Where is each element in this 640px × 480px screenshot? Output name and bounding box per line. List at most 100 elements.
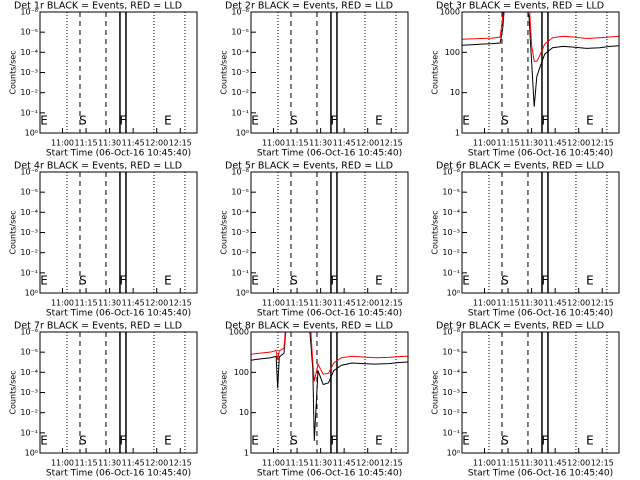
y-tick-label: 1000 (229, 328, 249, 337)
panel: Det 7r BLACK = Events, RED = LLD Counts/s… (9, 321, 198, 479)
x-tick-label: 12:00 (145, 459, 168, 468)
y-tick-label: 10⁻¹ (231, 268, 249, 277)
x-tick-label: 11:00 (262, 299, 285, 308)
y-tick-label: 10⁻³ (231, 228, 249, 237)
x-tick-label: 12:00 (145, 139, 168, 148)
y-tick-label: 10⁻³ (20, 228, 38, 237)
y-tick-label: 10⁻¹ (231, 108, 249, 117)
series-line (462, 12, 619, 107)
annotation: E (164, 114, 172, 128)
y-axis-label: Counts/sec (431, 370, 440, 414)
y-axis-label: Counts/sec (220, 370, 229, 414)
y-tick-label: 10⁻⁵ (20, 28, 38, 37)
y-tick-label: 10⁻¹ (20, 108, 38, 117)
x-tick-label: 11:30 (98, 139, 121, 148)
y-tick-label: 10⁻⁶ (442, 328, 460, 337)
annotation: E (375, 114, 383, 128)
plot-frame (461, 331, 620, 454)
plot-frame (250, 331, 409, 454)
x-tick-label: 11:15 (497, 139, 520, 148)
y-tick-label: 10⁻⁵ (231, 28, 249, 37)
panel-title: Det 7r BLACK = Events, RED = LLD (14, 321, 182, 332)
annotation: F (331, 114, 338, 128)
y-axis-label: Counts/sec (431, 210, 440, 254)
annotation: S (290, 274, 298, 288)
annotation: F (120, 434, 127, 448)
x-tick-label: 12:00 (145, 299, 168, 308)
x-tick-label: 12:00 (356, 139, 379, 148)
x-tick-label: 11:30 (309, 459, 332, 468)
x-tick-label: 11:15 (497, 299, 520, 308)
panel: Det 2r BLACK = Events, RED = LLD Counts/s… (220, 1, 409, 159)
panel-title: Det 3r BLACK = Events, RED = LLD (436, 1, 604, 12)
y-tick-label: 10⁻⁶ (20, 168, 38, 177)
x-tick-label: 11:45 (333, 459, 356, 468)
annotation: F (542, 114, 549, 128)
y-tick-label: 10⁻⁶ (442, 168, 460, 177)
y-tick-label: 10⁻⁵ (442, 188, 460, 197)
x-tick-label: 11:15 (286, 139, 309, 148)
series-line (251, 332, 408, 441)
panel-title: Det 4r BLACK = Events, RED = LLD (14, 161, 182, 172)
x-tick-label: 11:15 (286, 459, 309, 468)
x-tick-label: 12:15 (169, 459, 192, 468)
x-tick-label: 11:45 (544, 139, 567, 148)
annotation: E (586, 114, 594, 128)
y-tick-label: 10⁻¹ (20, 268, 38, 277)
x-tick-label: 11:45 (333, 299, 356, 308)
y-tick-label: 10⁻² (231, 248, 249, 257)
y-tick-label: 10⁻² (20, 248, 38, 257)
x-tick-label: 11:45 (122, 299, 145, 308)
annotation: E (375, 274, 383, 288)
annotation: E (462, 434, 470, 448)
panel-title: Det 9r BLACK = Events, RED = LLD (436, 321, 604, 332)
annotation: S (501, 114, 509, 128)
y-tick-label: 10⁰ (447, 449, 460, 458)
x-axis-label: Start Time (06-Oct-16 10:45:40) (257, 309, 402, 319)
annotation: S (501, 274, 509, 288)
x-tick-label: 11:30 (520, 139, 543, 148)
annotation: E (40, 434, 48, 448)
annotation: E (586, 274, 594, 288)
x-tick-label: 11:00 (51, 459, 74, 468)
x-tick-label: 11:45 (333, 139, 356, 148)
plot-frame (39, 331, 198, 454)
x-tick-label: 11:30 (98, 299, 121, 308)
plot-frame (250, 171, 409, 294)
series-line (462, 12, 619, 62)
y-axis-label: Counts/sec (220, 50, 229, 94)
x-tick-label: 12:00 (356, 299, 379, 308)
x-tick-label: 12:15 (591, 459, 614, 468)
x-tick-label: 11:00 (262, 139, 285, 148)
x-axis-label: Start Time (06-Oct-16 10:45:40) (46, 309, 191, 319)
x-axis-label: Start Time (06-Oct-16 10:45:40) (468, 309, 613, 319)
annotation: F (120, 114, 127, 128)
y-tick-label: 10⁻⁴ (231, 48, 249, 57)
x-tick-label: 11:00 (262, 459, 285, 468)
y-tick-label: 1000 (440, 8, 460, 17)
y-tick-label: 10⁻³ (20, 388, 38, 397)
y-tick-label: 10⁻⁵ (231, 188, 249, 197)
x-tick-label: 12:15 (591, 299, 614, 308)
panel: Det 9r BLACK = Events, RED = LLD Counts/s… (431, 321, 620, 479)
x-tick-label: 12:15 (380, 139, 403, 148)
x-tick-label: 12:15 (380, 299, 403, 308)
panel-title: Det 2r BLACK = Events, RED = LLD (225, 1, 393, 12)
x-axis-label: Start Time (06-Oct-16 10:45:40) (468, 469, 613, 479)
y-tick-label: 10⁻⁴ (20, 368, 38, 377)
annotation: E (586, 434, 594, 448)
x-tick-label: 11:15 (75, 459, 98, 468)
annotation: E (40, 114, 48, 128)
annotation: S (79, 114, 87, 128)
x-tick-label: 11:45 (122, 139, 145, 148)
annotation: E (164, 434, 172, 448)
y-tick-label: 10⁻⁶ (20, 8, 38, 17)
x-axis-label: Start Time (06-Oct-16 10:45:40) (468, 149, 613, 159)
x-axis-label: Start Time (06-Oct-16 10:45:40) (46, 149, 191, 159)
x-tick-label: 11:00 (51, 139, 74, 148)
y-tick-label: 10⁻¹ (442, 428, 460, 437)
x-axis-label: Start Time (06-Oct-16 10:45:40) (257, 149, 402, 159)
plot-frame (250, 11, 409, 134)
x-tick-label: 11:15 (497, 459, 520, 468)
annotation: F (542, 434, 549, 448)
